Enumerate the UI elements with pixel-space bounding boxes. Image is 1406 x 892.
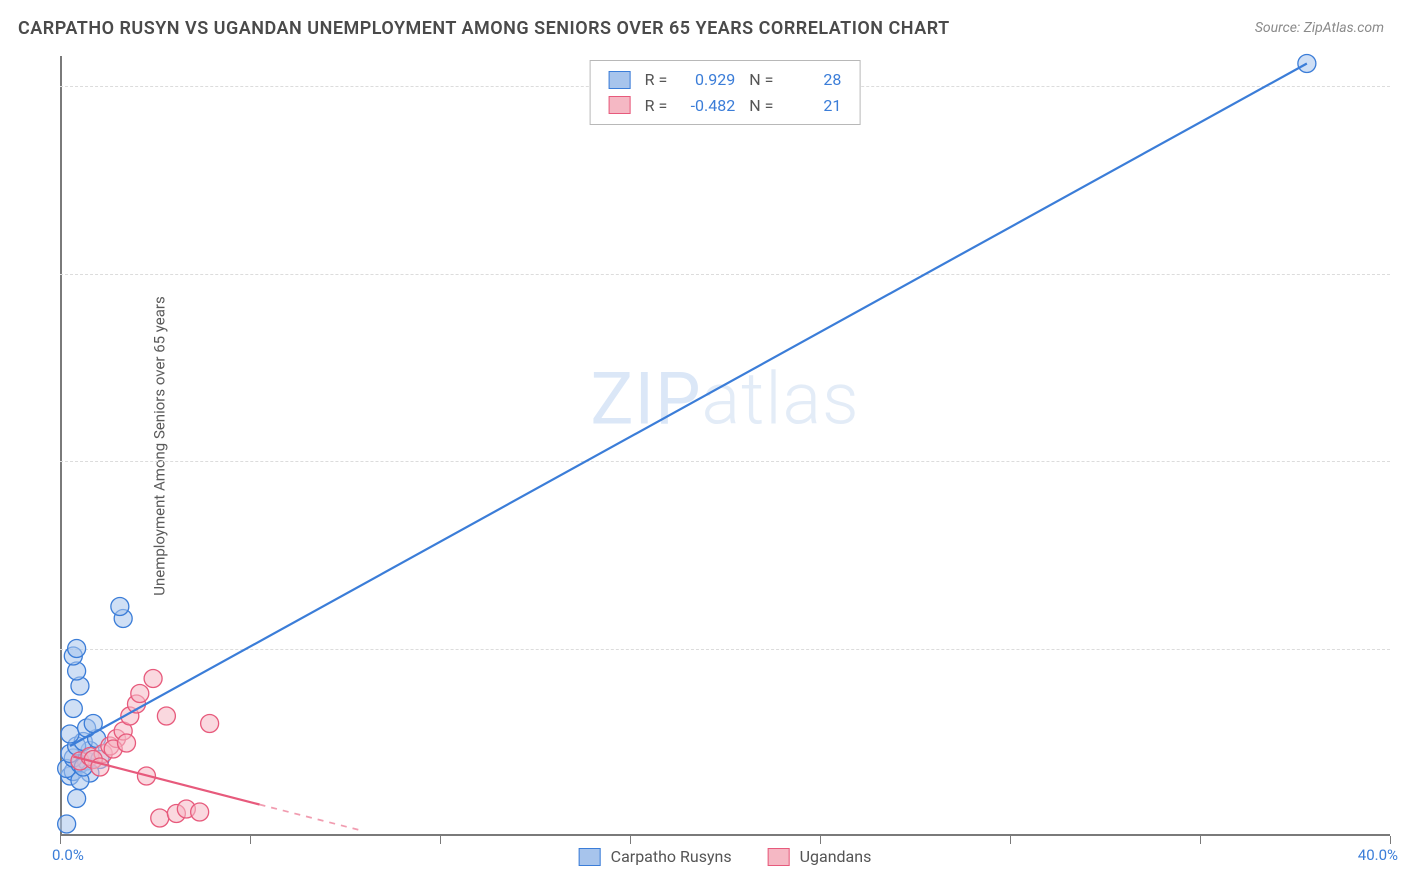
stats-row: R = 0.929 N = 28 bbox=[609, 67, 842, 93]
x-tick-mark bbox=[1390, 836, 1391, 844]
data-point bbox=[191, 803, 209, 821]
legend-swatch bbox=[579, 848, 601, 866]
data-point bbox=[157, 707, 175, 725]
chart-title: CARPATHO RUSYN VS UGANDAN UNEMPLOYMENT A… bbox=[18, 18, 950, 39]
data-point bbox=[68, 790, 86, 808]
data-point bbox=[201, 715, 219, 733]
x-tick-mark bbox=[440, 836, 441, 844]
x-tick-mark bbox=[1010, 836, 1011, 844]
stat-label: N = bbox=[749, 93, 773, 119]
legend-item: Carpatho Rusyns bbox=[579, 847, 732, 866]
x-tick-origin: 0.0% bbox=[52, 846, 84, 864]
legend-swatch bbox=[609, 71, 631, 89]
data-point bbox=[111, 598, 129, 616]
data-point bbox=[131, 685, 149, 703]
plot-area: ZIPatlas 0.0% 40.0% R =0.929N =28R =-0.4… bbox=[60, 56, 1390, 836]
trend-line bbox=[70, 64, 1307, 747]
stats-box: R = 0.929 N = 28 R = -0.482 N = 21 bbox=[590, 60, 861, 125]
trend-line-dashed bbox=[260, 805, 360, 831]
data-point bbox=[144, 670, 162, 688]
data-point bbox=[61, 725, 79, 743]
stat-value: 28 bbox=[787, 67, 841, 93]
x-tick-mark bbox=[1200, 836, 1201, 844]
x-tick-mark bbox=[630, 836, 631, 844]
scatter-svg bbox=[60, 56, 1390, 836]
trend-line bbox=[73, 757, 259, 805]
x-tick-mark bbox=[820, 836, 821, 844]
x-tick-mark bbox=[250, 836, 251, 844]
legend: Carpatho Rusyns Ugandans bbox=[579, 847, 872, 866]
stat-label: N = bbox=[749, 67, 773, 93]
x-tick-mark bbox=[60, 836, 61, 844]
data-point bbox=[151, 809, 169, 827]
legend-label: Ugandans bbox=[800, 847, 872, 866]
stat-label: R = bbox=[645, 93, 668, 119]
stat-value: -0.482 bbox=[681, 93, 735, 119]
x-tick-max: 40.0% bbox=[1358, 846, 1398, 864]
stats-row: R = -0.482 N = 21 bbox=[609, 93, 842, 119]
data-point bbox=[58, 815, 76, 833]
legend-swatch bbox=[609, 96, 631, 114]
legend-item: Ugandans bbox=[768, 847, 872, 866]
stat-label: R = bbox=[645, 67, 668, 93]
source-credit: Source: ZipAtlas.com bbox=[1255, 20, 1384, 36]
stat-value: 21 bbox=[787, 93, 841, 119]
legend-label: Carpatho Rusyns bbox=[611, 847, 732, 866]
data-point bbox=[118, 734, 136, 752]
data-point bbox=[64, 700, 82, 718]
data-point bbox=[68, 640, 86, 658]
legend-swatch bbox=[768, 848, 790, 866]
stat-value: 0.929 bbox=[681, 67, 735, 93]
